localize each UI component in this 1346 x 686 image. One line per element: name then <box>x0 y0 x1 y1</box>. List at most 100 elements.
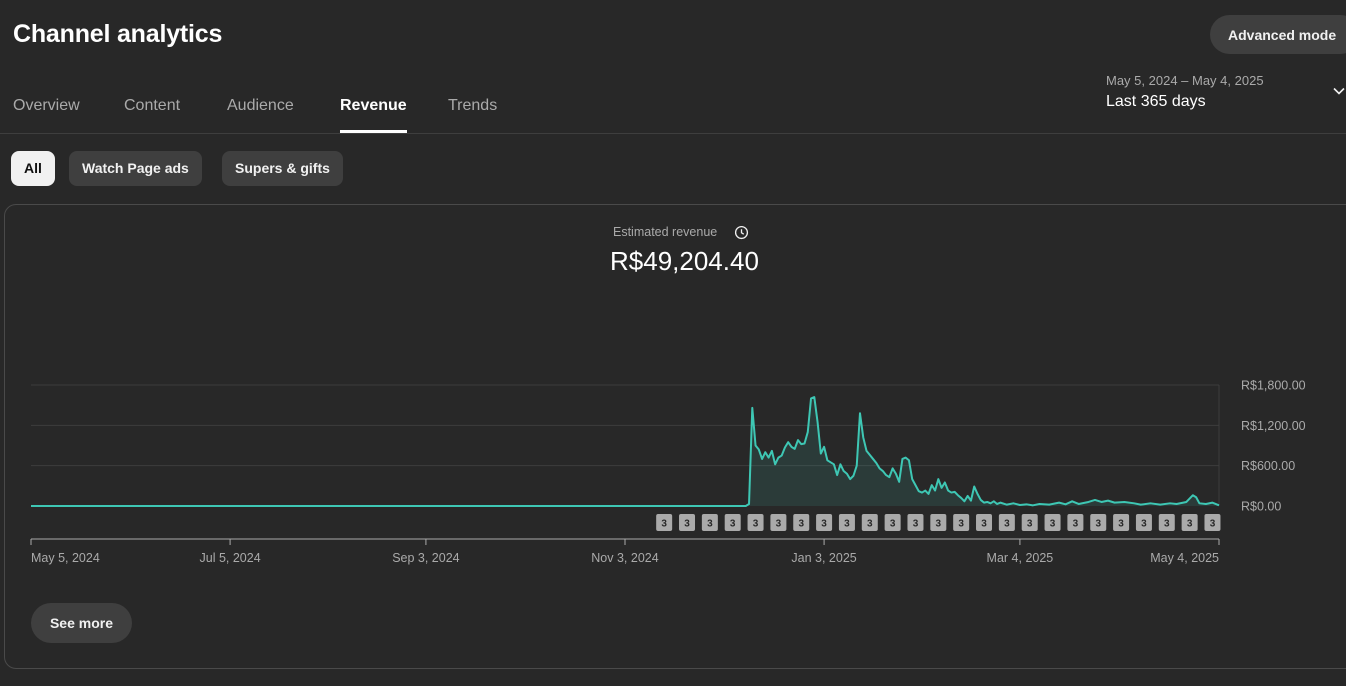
advanced-mode-button[interactable]: Advanced mode <box>1210 15 1346 54</box>
upload-marker[interactable]: 3 <box>838 514 855 531</box>
upload-marker-box <box>1021 514 1038 531</box>
upload-marker-box <box>656 514 673 531</box>
upload-marker-box <box>884 514 901 531</box>
chip-all[interactable]: All <box>11 151 55 186</box>
upload-marker-box <box>816 514 833 531</box>
upload-marker-box <box>724 514 741 531</box>
upload-marker[interactable]: 3 <box>930 514 947 531</box>
upload-marker[interactable]: 3 <box>1021 514 1038 531</box>
tab-audience[interactable]: Audience <box>227 97 294 114</box>
upload-marker-box <box>1090 514 1107 531</box>
upload-marker[interactable]: 3 <box>1135 514 1152 531</box>
upload-marker-box <box>1113 514 1130 531</box>
upload-marker-count: 3 <box>1073 519 1079 530</box>
upload-marker-box <box>976 514 993 531</box>
x-tick-label: Jul 5, 2024 <box>200 551 261 565</box>
clock-icon[interactable] <box>734 225 749 240</box>
upload-marker-count: 3 <box>1187 519 1193 530</box>
upload-marker[interactable]: 3 <box>1067 514 1084 531</box>
upload-marker-count: 3 <box>913 519 919 530</box>
upload-marker-box <box>838 514 855 531</box>
upload-marker-box <box>930 514 947 531</box>
upload-marker-box <box>1067 514 1084 531</box>
upload-marker-count: 3 <box>1210 519 1216 530</box>
upload-marker-count: 3 <box>1141 519 1147 530</box>
upload-marker-count: 3 <box>844 519 850 530</box>
upload-marker[interactable]: 3 <box>747 514 764 531</box>
upload-marker[interactable]: 3 <box>1204 514 1221 531</box>
upload-marker[interactable]: 3 <box>861 514 878 531</box>
upload-marker[interactable]: 3 <box>1113 514 1130 531</box>
upload-marker-box <box>747 514 764 531</box>
chevron-down-icon <box>1333 87 1345 95</box>
y-tick-label: R$600.00 <box>1241 459 1295 473</box>
upload-marker-box <box>1181 514 1198 531</box>
upload-marker-count: 3 <box>661 519 667 530</box>
upload-marker-count: 3 <box>753 519 759 530</box>
tab-revenue[interactable]: Revenue <box>340 86 407 133</box>
upload-marker[interactable]: 3 <box>724 514 741 531</box>
upload-marker-count: 3 <box>867 519 873 530</box>
upload-marker-count: 3 <box>776 519 782 530</box>
tab-overview[interactable]: Overview <box>13 97 80 114</box>
revenue-card <box>4 204 1346 669</box>
upload-marker[interactable]: 3 <box>701 514 718 531</box>
metric-label: Estimated revenue <box>613 225 718 239</box>
upload-marker-count: 3 <box>981 519 987 530</box>
upload-marker-count: 3 <box>1118 519 1124 530</box>
x-tick-label: May 5, 2024 <box>31 551 100 565</box>
tab-content[interactable]: Content <box>124 97 181 114</box>
upload-marker[interactable]: 3 <box>1158 514 1175 531</box>
upload-marker-box <box>1135 514 1152 531</box>
upload-marker[interactable]: 3 <box>976 514 993 531</box>
tab-trends[interactable]: Trends <box>448 97 498 114</box>
x-tick-label: May 4, 2025 <box>1150 551 1219 565</box>
upload-marker-count: 3 <box>798 519 804 530</box>
upload-marker-count: 3 <box>890 519 896 530</box>
upload-marker-box <box>998 514 1015 531</box>
upload-marker[interactable]: 3 <box>998 514 1015 531</box>
see-more-button[interactable]: See more <box>31 603 132 643</box>
chip-supers-gifts[interactable]: Supers & gifts <box>222 151 343 186</box>
page-title: Channel analytics <box>13 20 223 48</box>
x-tick-label: Jan 3, 2025 <box>791 551 856 565</box>
y-tick-label: R$0.00 <box>1241 500 1281 514</box>
upload-marker[interactable]: 3 <box>1090 514 1107 531</box>
upload-marker[interactable]: 3 <box>1044 514 1061 531</box>
upload-marker[interactable]: 3 <box>679 514 696 531</box>
upload-marker-box <box>861 514 878 531</box>
upload-marker-count: 3 <box>1004 519 1010 530</box>
upload-marker[interactable]: 3 <box>953 514 970 531</box>
upload-marker[interactable]: 3 <box>793 514 810 531</box>
upload-marker[interactable]: 3 <box>770 514 787 531</box>
upload-marker-box <box>793 514 810 531</box>
chip-watch-page-ads[interactable]: Watch Page ads <box>69 151 202 186</box>
upload-marker-count: 3 <box>936 519 942 530</box>
upload-marker[interactable]: 3 <box>884 514 901 531</box>
upload-marker-count: 3 <box>958 519 964 530</box>
date-range-period: Last 365 days <box>1106 93 1206 110</box>
x-tick-label: Nov 3, 2024 <box>591 551 658 565</box>
y-tick-label: R$1,800.00 <box>1241 379 1306 393</box>
x-tick-label: Sep 3, 2024 <box>392 551 459 565</box>
upload-marker-count: 3 <box>1095 519 1101 530</box>
upload-marker-box <box>1044 514 1061 531</box>
date-range-selector[interactable]: May 5, 2024 – May 4, 2025 Last 365 days <box>1106 72 1346 122</box>
y-tick-label: R$1,200.00 <box>1241 419 1306 433</box>
upload-marker[interactable]: 3 <box>907 514 924 531</box>
upload-marker-box <box>1204 514 1221 531</box>
upload-marker-count: 3 <box>1164 519 1170 530</box>
upload-marker-count: 3 <box>1027 519 1033 530</box>
x-tick-label: Mar 4, 2025 <box>987 551 1054 565</box>
upload-marker[interactable]: 3 <box>816 514 833 531</box>
metric-value: R$49,204.40 <box>610 246 759 276</box>
upload-marker[interactable]: 3 <box>656 514 673 531</box>
upload-marker[interactable]: 3 <box>1181 514 1198 531</box>
upload-marker-box <box>770 514 787 531</box>
date-range-dates: May 5, 2024 – May 4, 2025 <box>1106 73 1264 88</box>
upload-marker-box <box>701 514 718 531</box>
upload-marker-box <box>1158 514 1175 531</box>
upload-marker-box <box>679 514 696 531</box>
upload-marker-box <box>907 514 924 531</box>
